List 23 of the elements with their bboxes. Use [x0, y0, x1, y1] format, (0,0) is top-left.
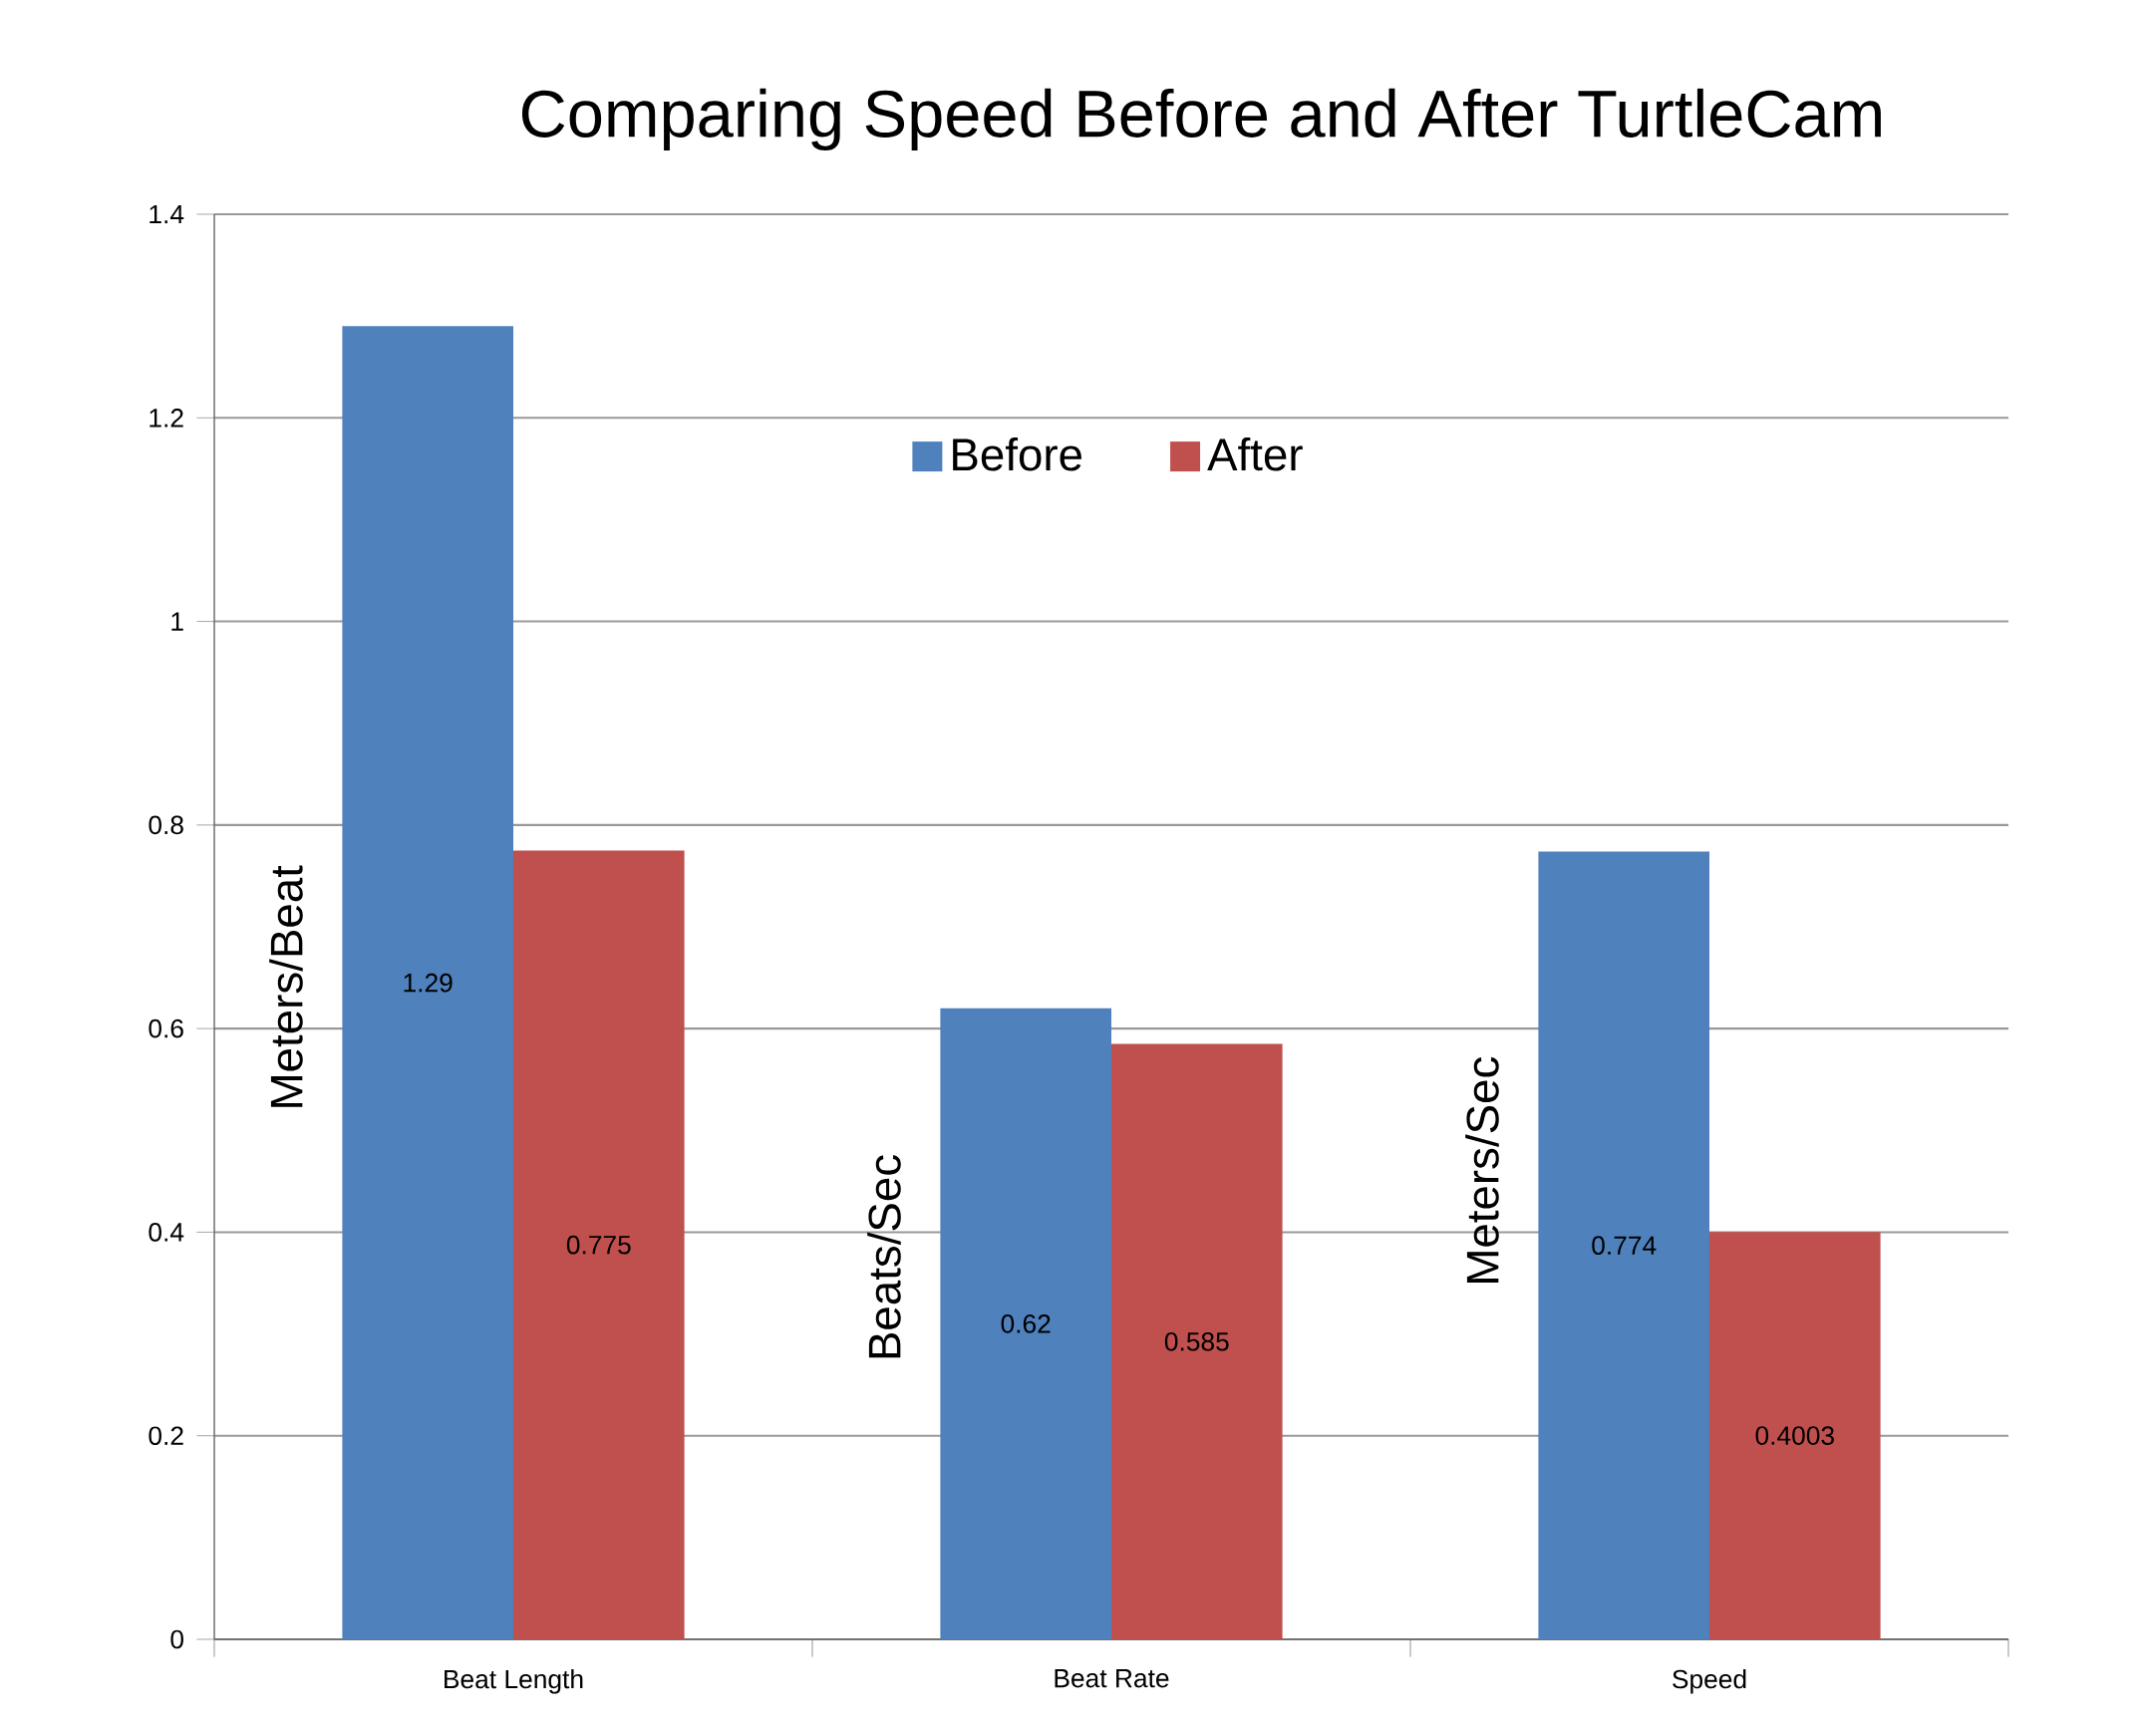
y-tick-label: 1 — [171, 612, 183, 631]
y-tick-label: 0.6 — [149, 1018, 183, 1038]
y-tick-label: 0.2 — [149, 1426, 183, 1446]
legend-label: After — [1207, 436, 1303, 471]
x-tick-label: Speed — [1673, 1669, 1746, 1694]
annotation: Meters/Sec — [1465, 1056, 1499, 1283]
chart-title: Comparing Speed Before and After TurtleCam — [521, 88, 1881, 151]
data-label: 0.62 — [1001, 1314, 1051, 1333]
x-tick-label: Beat Rate — [1055, 1668, 1169, 1688]
y-tick-label: 1.2 — [150, 409, 183, 428]
annotation: Meters/Beat — [269, 865, 303, 1107]
legend-label: Before — [953, 436, 1081, 471]
data-label: 0.774 — [1592, 1236, 1657, 1256]
annotation: Beats/Sec — [867, 1155, 901, 1358]
data-label: 1.29 — [404, 973, 453, 993]
y-tick-label: 0 — [170, 1629, 183, 1649]
x-tick-label: Beat Length — [445, 1669, 583, 1694]
data-label: 0.775 — [566, 1235, 631, 1255]
y-tick-label: 0.4 — [149, 1223, 184, 1242]
data-label: 0.4003 — [1755, 1426, 1834, 1445]
data-label: 0.585 — [1164, 1331, 1229, 1351]
y-tick-label: 0.8 — [149, 815, 183, 835]
y-tick-label: 1.4 — [150, 204, 184, 224]
